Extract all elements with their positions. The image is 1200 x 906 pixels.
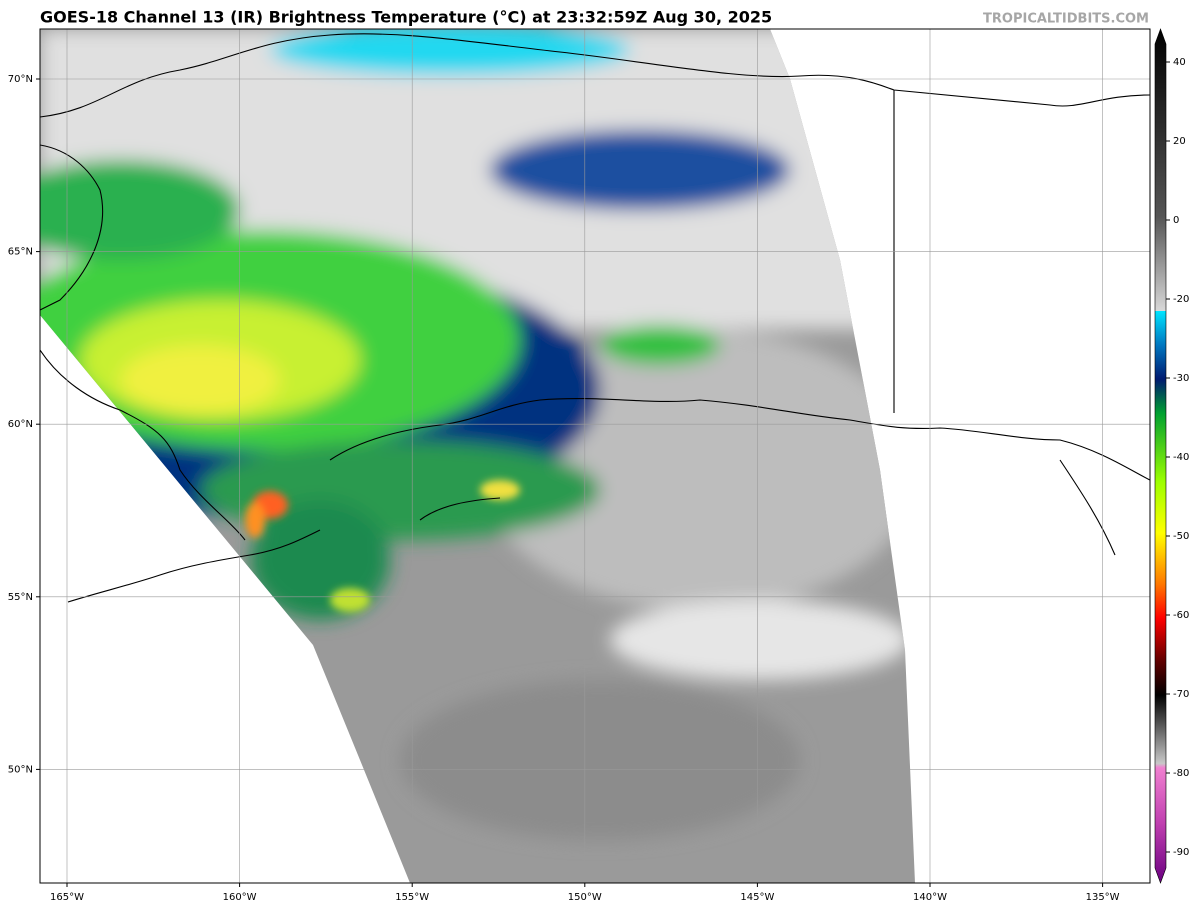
- colorbar-tick-label: 40: [1173, 57, 1186, 68]
- title: GOES-18 Channel 13 (IR) Brightness Tempe…: [40, 8, 772, 27]
- colorbar-tick-label: -60: [1173, 610, 1189, 621]
- colorbar-tick-label: -20: [1173, 294, 1189, 305]
- colorbar-tick-label: -30: [1173, 373, 1189, 384]
- colorbar: 40 20 0 -20 -30 -40 -50 -60 -70 -80 -90: [1154, 28, 1189, 884]
- satellite-swath: [40, 29, 915, 883]
- lat-label: 60°N: [8, 419, 33, 430]
- colorbar-tick-label: -80: [1173, 768, 1189, 779]
- map-frame: [39, 28, 1151, 884]
- lon-label: 165°W: [50, 892, 84, 903]
- lat-label: 50°N: [8, 764, 33, 775]
- colorbar-tick-label: 20: [1173, 136, 1186, 147]
- graticule: [40, 29, 1150, 883]
- colorbar-tick-label: -90: [1173, 847, 1189, 858]
- map: [40, 29, 1150, 883]
- lat-label: 65°N: [8, 247, 33, 258]
- colorbar-scale: [1154, 28, 1167, 884]
- lon-label: 155°W: [395, 892, 429, 903]
- lon-label: 140°W: [913, 892, 947, 903]
- lon-label: 135°W: [1086, 892, 1120, 903]
- colorbar-tick-label: -70: [1173, 689, 1189, 700]
- colorbar-tick-label: 0: [1173, 215, 1179, 226]
- lon-label: 150°W: [568, 892, 602, 903]
- lat-label: 55°N: [8, 592, 33, 603]
- lon-label: 145°W: [740, 892, 774, 903]
- colorbar-tick-label: -40: [1173, 452, 1189, 463]
- colorbar-tick-label: -50: [1173, 531, 1189, 542]
- lon-label: 160°W: [223, 892, 257, 903]
- site-label: TROPICALTIDBITS.COM: [983, 12, 1149, 27]
- lat-label: 70°N: [8, 74, 33, 85]
